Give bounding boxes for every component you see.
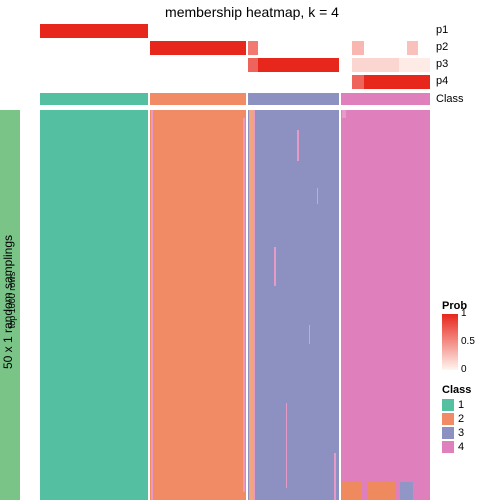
legend-prob-tick: 0.5 xyxy=(461,336,475,347)
legend-swatch xyxy=(442,399,454,411)
legend-class-label: 4 xyxy=(458,441,464,453)
heatmap-noise xyxy=(274,247,276,286)
track-label: Class xyxy=(436,93,464,105)
prob-track-p4 xyxy=(40,75,430,89)
track-label: p4 xyxy=(436,75,448,87)
legend-swatch xyxy=(442,427,454,439)
prob-tracks xyxy=(40,24,430,104)
prob-track-p1 xyxy=(40,24,430,38)
legend-class-label: 2 xyxy=(458,413,464,425)
legend-class-title: Class xyxy=(442,384,471,396)
heatmap-bottom-seg xyxy=(368,482,395,500)
heatmap-bottom-seg xyxy=(340,482,361,500)
heatmap-noise xyxy=(342,110,346,118)
track-label: p3 xyxy=(436,58,448,70)
track-label: p1 xyxy=(436,24,448,36)
heatmap-bottom-seg xyxy=(413,482,430,500)
legend-class-item: 2 xyxy=(442,412,471,426)
heatmap-bottom-seg xyxy=(400,482,414,500)
class-band-seg xyxy=(40,93,149,105)
heatmap-noise xyxy=(253,110,255,500)
prob-track-p3 xyxy=(40,58,430,72)
class-band-seg xyxy=(340,93,430,105)
heatmap-noise xyxy=(151,110,153,500)
heatmap-noise xyxy=(297,130,299,161)
class-band-seg xyxy=(149,93,247,105)
legend-swatch xyxy=(442,413,454,425)
heatmap-noise xyxy=(317,188,319,204)
legend-prob-tick: 0 xyxy=(461,364,467,375)
legend-prob: Prob10.50 xyxy=(442,300,467,370)
legend-swatch xyxy=(442,441,454,453)
legend-class-item: 1 xyxy=(442,398,471,412)
heatmap-noise xyxy=(309,325,310,345)
heatmap-noise xyxy=(334,453,336,500)
legend-prob-gradient: 10.50 xyxy=(442,314,458,370)
legend-class-label: 3 xyxy=(458,427,464,439)
heatmap-block xyxy=(247,110,341,500)
prob-track-p2 xyxy=(40,41,430,55)
legend-prob-tick: 1 xyxy=(461,308,467,319)
heatmap-block xyxy=(149,110,247,500)
rows-label: top 1000 rows xyxy=(7,230,17,370)
class-band xyxy=(40,93,430,105)
track-label: p2 xyxy=(436,41,448,53)
chart-title: membership heatmap, k = 4 xyxy=(0,4,504,20)
legend-class: Class 1 2 3 4 xyxy=(442,384,471,454)
legend-class-item: 4 xyxy=(442,440,471,454)
heatmap-block xyxy=(40,110,149,500)
legend-class-item: 3 xyxy=(442,426,471,440)
legend-class-label: 1 xyxy=(458,399,464,411)
class-band-seg xyxy=(247,93,341,105)
heatmap-block xyxy=(340,110,430,500)
membership-heatmap xyxy=(40,110,430,500)
heatmap-noise xyxy=(286,403,287,489)
